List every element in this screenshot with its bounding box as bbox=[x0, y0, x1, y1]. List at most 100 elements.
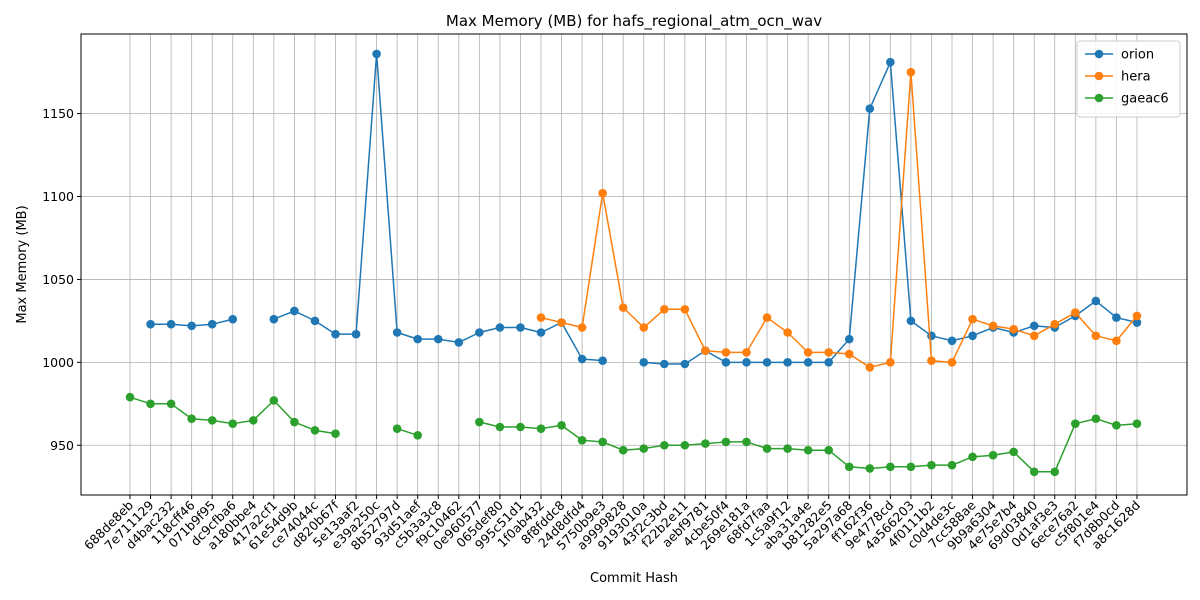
legend-marker-hera bbox=[1094, 71, 1104, 81]
series-layer bbox=[125, 49, 1142, 477]
data-point-hera bbox=[1009, 324, 1018, 334]
data-point-hera bbox=[886, 358, 895, 367]
series-gaeac6 bbox=[125, 392, 1142, 477]
data-point-orion bbox=[187, 321, 196, 331]
data-point-gaeac6 bbox=[947, 460, 957, 470]
data-point-gaeac6 bbox=[1112, 421, 1121, 430]
data-point-orion bbox=[146, 319, 155, 329]
chart-title: Max Memory (MB) for hafs_regional_atm_oc… bbox=[446, 12, 822, 31]
ticks: 9501000105011001150688de8eb7e711129d4bac… bbox=[42, 106, 1143, 553]
data-point-gaeac6 bbox=[1050, 467, 1060, 477]
data-point-gaeac6 bbox=[618, 445, 628, 455]
data-point-hera bbox=[844, 349, 854, 359]
data-point-gaeac6 bbox=[844, 462, 854, 472]
data-point-gaeac6 bbox=[639, 444, 649, 453]
data-point-gaeac6 bbox=[660, 440, 669, 450]
data-point-hera bbox=[988, 321, 998, 331]
data-point-gaeac6 bbox=[166, 399, 176, 409]
data-point-gaeac6 bbox=[1132, 419, 1142, 428]
data-point-orion bbox=[598, 356, 607, 365]
data-point-hera bbox=[660, 304, 669, 314]
y-tick-label: 1100 bbox=[42, 189, 74, 204]
data-point-orion bbox=[886, 57, 895, 67]
data-point-gaeac6 bbox=[783, 444, 792, 453]
data-point-hera bbox=[783, 328, 792, 337]
data-point-hera bbox=[968, 314, 977, 324]
y-tick-label: 1050 bbox=[42, 272, 74, 287]
data-point-hera bbox=[577, 323, 587, 332]
legend-marker-orion bbox=[1094, 49, 1104, 59]
series-hera bbox=[536, 67, 1142, 372]
data-point-orion bbox=[906, 316, 916, 326]
data-point-hera bbox=[927, 356, 936, 365]
data-point-orion bbox=[166, 319, 176, 329]
y-tick-label: 1150 bbox=[42, 106, 74, 121]
data-point-hera bbox=[701, 346, 710, 356]
data-point-orion bbox=[639, 358, 649, 367]
data-point-orion bbox=[495, 323, 505, 332]
data-point-hera bbox=[639, 323, 649, 332]
data-point-orion bbox=[824, 358, 833, 367]
data-point-hera bbox=[536, 313, 546, 322]
data-point-hera bbox=[598, 188, 607, 198]
data-point-gaeac6 bbox=[310, 426, 320, 435]
legend: orion hera gaeac6 bbox=[1076, 40, 1181, 118]
data-point-gaeac6 bbox=[886, 462, 895, 472]
data-point-gaeac6 bbox=[1091, 414, 1101, 424]
data-point-gaeac6 bbox=[803, 445, 813, 455]
data-point-hera bbox=[1132, 311, 1142, 321]
data-point-orion bbox=[269, 314, 279, 324]
data-point-gaeac6 bbox=[207, 416, 217, 425]
data-point-gaeac6 bbox=[269, 396, 279, 405]
data-point-gaeac6 bbox=[557, 421, 566, 430]
data-point-orion bbox=[331, 329, 340, 339]
data-point-hera bbox=[824, 348, 833, 357]
data-point-orion bbox=[947, 336, 957, 346]
legend-label-hera: hera bbox=[1121, 70, 1151, 85]
data-point-orion bbox=[310, 316, 320, 326]
data-point-gaeac6 bbox=[187, 414, 196, 424]
data-point-gaeac6 bbox=[906, 462, 916, 472]
data-point-orion bbox=[228, 314, 238, 324]
data-point-orion bbox=[536, 328, 546, 337]
data-point-gaeac6 bbox=[577, 435, 587, 445]
data-point-orion bbox=[1132, 318, 1142, 327]
data-point-orion bbox=[680, 359, 690, 369]
data-point-orion bbox=[844, 334, 854, 344]
legend-marker-gaeac6 bbox=[1094, 93, 1104, 103]
data-point-gaeac6 bbox=[475, 417, 484, 427]
data-point-gaeac6 bbox=[290, 417, 299, 427]
data-point-gaeac6 bbox=[331, 429, 340, 438]
data-point-gaeac6 bbox=[927, 460, 936, 470]
data-point-hera bbox=[947, 358, 957, 367]
data-point-gaeac6 bbox=[536, 424, 546, 433]
data-point-orion bbox=[433, 334, 443, 344]
y-axis-title: Max Memory (MB) bbox=[15, 205, 30, 323]
data-point-orion bbox=[762, 358, 772, 367]
data-point-orion bbox=[475, 328, 484, 337]
data-point-orion bbox=[454, 338, 464, 347]
y-tick-label: 950 bbox=[50, 438, 74, 453]
data-point-hera bbox=[1112, 336, 1121, 346]
data-point-gaeac6 bbox=[1029, 467, 1039, 477]
legend-label-orion: orion bbox=[1121, 48, 1154, 63]
data-point-orion bbox=[721, 358, 731, 367]
data-point-orion bbox=[927, 331, 936, 341]
data-point-hera bbox=[865, 363, 875, 372]
data-point-gaeac6 bbox=[146, 399, 155, 409]
data-point-orion bbox=[1091, 296, 1101, 306]
data-point-orion bbox=[783, 358, 792, 367]
data-point-gaeac6 bbox=[988, 450, 998, 460]
data-point-hera bbox=[742, 348, 751, 357]
data-point-hera bbox=[721, 348, 731, 357]
plot-frame bbox=[80, 33, 1188, 496]
x-axis-title: Commit Hash bbox=[590, 571, 678, 586]
legend-label-gaeac6: gaeac6 bbox=[1121, 92, 1169, 107]
data-point-gaeac6 bbox=[125, 392, 135, 402]
data-point-orion bbox=[1029, 321, 1039, 331]
data-point-gaeac6 bbox=[516, 422, 525, 432]
data-point-orion bbox=[351, 329, 361, 339]
series-orion bbox=[146, 49, 1142, 369]
data-point-orion bbox=[413, 334, 423, 344]
